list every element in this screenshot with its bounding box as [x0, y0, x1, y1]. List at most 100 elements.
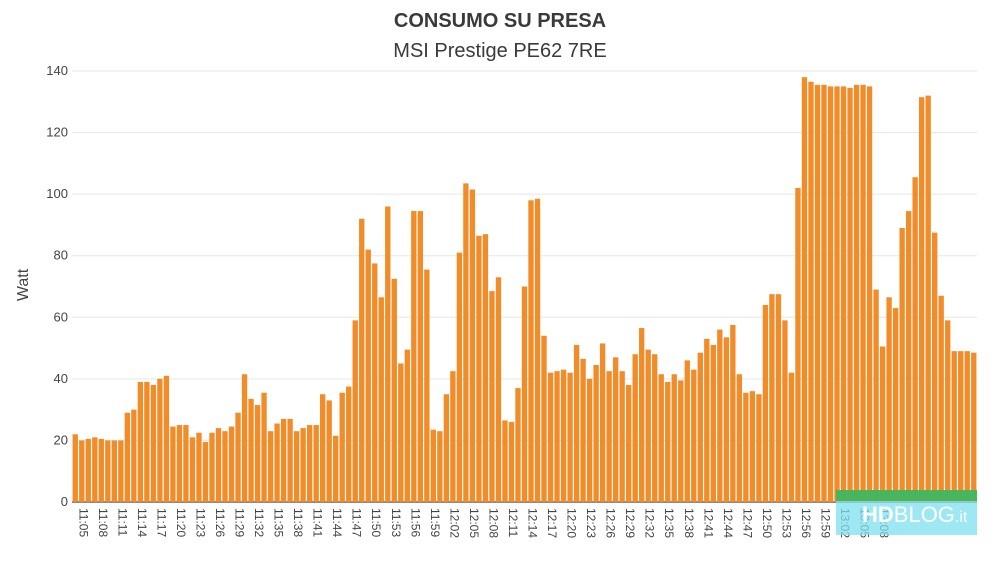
- bar: [248, 398, 254, 502]
- bar: [267, 431, 274, 502]
- x-tick-label: 11:17: [154, 508, 168, 537]
- bar: [463, 183, 469, 502]
- bar: [196, 432, 202, 502]
- x-tick-label: 11:29: [233, 508, 247, 537]
- bar: [782, 320, 788, 502]
- bar: [111, 440, 117, 502]
- bar: [873, 289, 879, 502]
- bar: [209, 432, 215, 502]
- bar: [476, 235, 482, 502]
- bar: [417, 211, 423, 502]
- bar: [918, 97, 925, 503]
- bar: [945, 320, 951, 502]
- bar: [730, 324, 736, 502]
- bar: [469, 189, 476, 502]
- x-tick-label: 11:38: [291, 508, 305, 537]
- bar: [359, 218, 365, 502]
- x-tick-label: 11:20: [174, 508, 188, 537]
- x-tick-label: 11:14: [135, 508, 149, 537]
- x-tick-label: 12:08: [486, 508, 500, 538]
- bar: [795, 187, 801, 503]
- bar: [691, 369, 697, 502]
- bar: [632, 354, 638, 502]
- x-tick-label: 12:29: [623, 508, 637, 538]
- bar: [157, 378, 163, 502]
- bar: [150, 385, 157, 502]
- x-tick-label: 11:32: [252, 508, 266, 537]
- bar: [528, 200, 534, 503]
- x-tick-label: 12:56: [799, 508, 813, 538]
- bar: [736, 374, 743, 502]
- bar: [183, 425, 189, 502]
- x-tick-label: 12:41: [701, 508, 715, 538]
- watermark-stripe: [836, 490, 977, 501]
- bar: [612, 357, 619, 502]
- x-tick-label: 12:47: [740, 508, 754, 538]
- bar: [131, 409, 137, 502]
- bar: [762, 304, 769, 502]
- bar: [398, 363, 404, 502]
- x-axis-ticks: 11:05 11:08 11:11 11:14 11:17 11:20 11:23 11:26…: [76, 508, 891, 538]
- bar: [541, 335, 547, 502]
- bar: [365, 249, 371, 502]
- bar: [704, 338, 710, 502]
- y-axis-label: Watt: [15, 268, 32, 301]
- bars-group: [72, 77, 977, 503]
- bar: [437, 431, 443, 502]
- bar: [665, 381, 671, 502]
- bar: [938, 295, 944, 502]
- bar: [775, 294, 782, 502]
- x-tick-label: 11:53: [389, 508, 403, 537]
- bar: [502, 420, 508, 502]
- x-tick-label: 12:23: [584, 508, 598, 538]
- bar: [124, 412, 131, 502]
- x-tick-label: 12:20: [565, 508, 579, 538]
- x-tick-label: 12:14: [526, 508, 540, 538]
- bar: [105, 440, 111, 502]
- bar: [899, 228, 905, 502]
- bar: [958, 351, 964, 502]
- bar: [72, 434, 78, 502]
- bar: [756, 394, 762, 502]
- bar: [189, 437, 196, 502]
- bar: [404, 349, 410, 502]
- x-tick-label: 12:38: [682, 508, 696, 538]
- x-tick-label: 12:26: [604, 508, 618, 538]
- x-tick-label: 11:56: [408, 508, 422, 537]
- bar: [228, 426, 235, 502]
- bar: [176, 425, 183, 502]
- x-tick-label: 11:47: [350, 508, 364, 537]
- bar: [586, 378, 593, 502]
- bar: [886, 297, 892, 502]
- bar: [925, 95, 931, 502]
- bar: [697, 352, 703, 502]
- bar: [254, 405, 261, 502]
- bar: [170, 426, 176, 502]
- bar: [515, 388, 521, 502]
- bar: [971, 352, 977, 502]
- bar: [808, 81, 814, 502]
- bar: [639, 328, 645, 502]
- bar: [684, 360, 690, 502]
- bar: [834, 86, 840, 502]
- x-tick-label: 12:35: [662, 508, 676, 538]
- bar: [163, 375, 170, 502]
- bar: [346, 386, 352, 502]
- x-tick-label: 11:44: [330, 508, 344, 537]
- x-tick-label: 11:59: [428, 508, 442, 537]
- bar: [261, 392, 267, 502]
- bar: [847, 87, 853, 503]
- x-tick-label: 12:02: [447, 508, 461, 538]
- bar: [879, 346, 886, 502]
- bar: [645, 349, 651, 502]
- bar: [118, 440, 124, 502]
- bar: [333, 435, 339, 502]
- bar: [905, 211, 912, 502]
- hdblog-watermark: HDBLOG.it: [836, 490, 977, 535]
- watermark-text: HDBLOG.it: [862, 502, 968, 527]
- bar: [749, 391, 756, 502]
- bar: [456, 252, 463, 502]
- bar: [137, 381, 144, 502]
- bar: [287, 418, 293, 502]
